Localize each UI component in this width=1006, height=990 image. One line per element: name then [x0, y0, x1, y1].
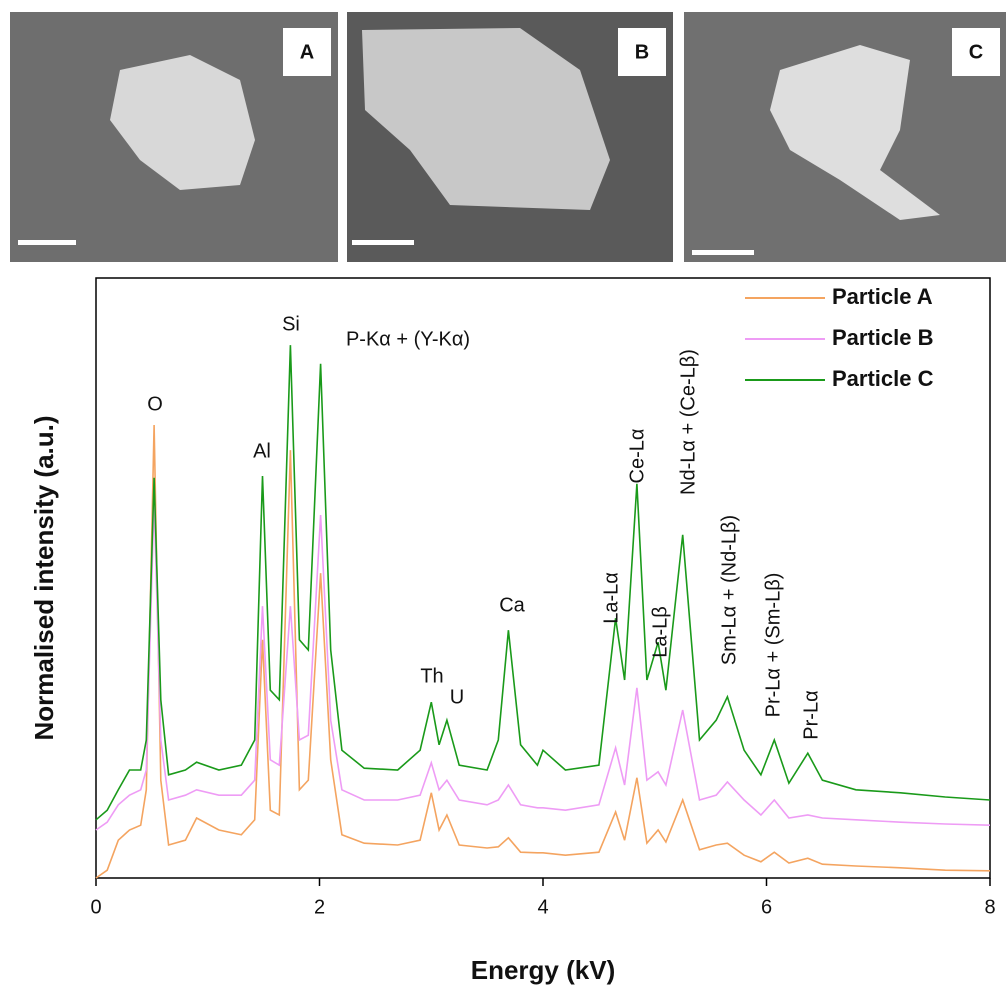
peak-label: Nd-Lα + (Ce-Lβ) — [677, 349, 699, 495]
peak-label: Si — [282, 313, 300, 335]
spectrum-line — [95, 499, 991, 831]
peak-label: U — [450, 686, 464, 708]
panel-label: B — [635, 41, 649, 63]
x-tick-label: 6 — [761, 896, 772, 918]
legend-label: Particle B — [832, 325, 934, 350]
peak-label: Al — [253, 440, 271, 462]
panel-label: C — [969, 41, 983, 63]
x-tick-label: 2 — [314, 896, 325, 918]
peak-label: Th — [420, 665, 443, 687]
peak-label: O — [147, 393, 163, 415]
x-tick-label: 4 — [537, 896, 548, 918]
sem-panel-a: A — [10, 12, 338, 262]
x-tick-label: 0 — [90, 896, 101, 918]
peak-label: Ce-Lα — [626, 429, 648, 484]
sem-panel-b: B — [347, 12, 673, 262]
y-axis-label: Normalised intensity (a.u.) — [29, 415, 59, 740]
peak-label: La-Lα — [600, 572, 622, 624]
peak-label: La-Lβ — [649, 606, 671, 658]
peak-label: Sm-Lα + (Nd-Lβ) — [718, 515, 740, 665]
spectrum-line — [95, 345, 991, 821]
peak-label: P-Kα + (Y-Kα) — [346, 328, 470, 350]
x-axis-label: Energy (kV) — [471, 955, 616, 985]
spectrum-line — [95, 424, 991, 879]
sem-panel-c: C — [684, 12, 1006, 262]
legend-label: Particle A — [832, 284, 933, 309]
legend-label: Particle C — [832, 366, 934, 391]
x-tick-label: 8 — [984, 896, 995, 918]
peak-label: Pr-Lα + (Sm-Lβ) — [762, 573, 784, 718]
peak-label: Pr-Lα — [800, 690, 822, 739]
panel-label: A — [300, 41, 314, 63]
peak-label: Ca — [499, 594, 525, 616]
